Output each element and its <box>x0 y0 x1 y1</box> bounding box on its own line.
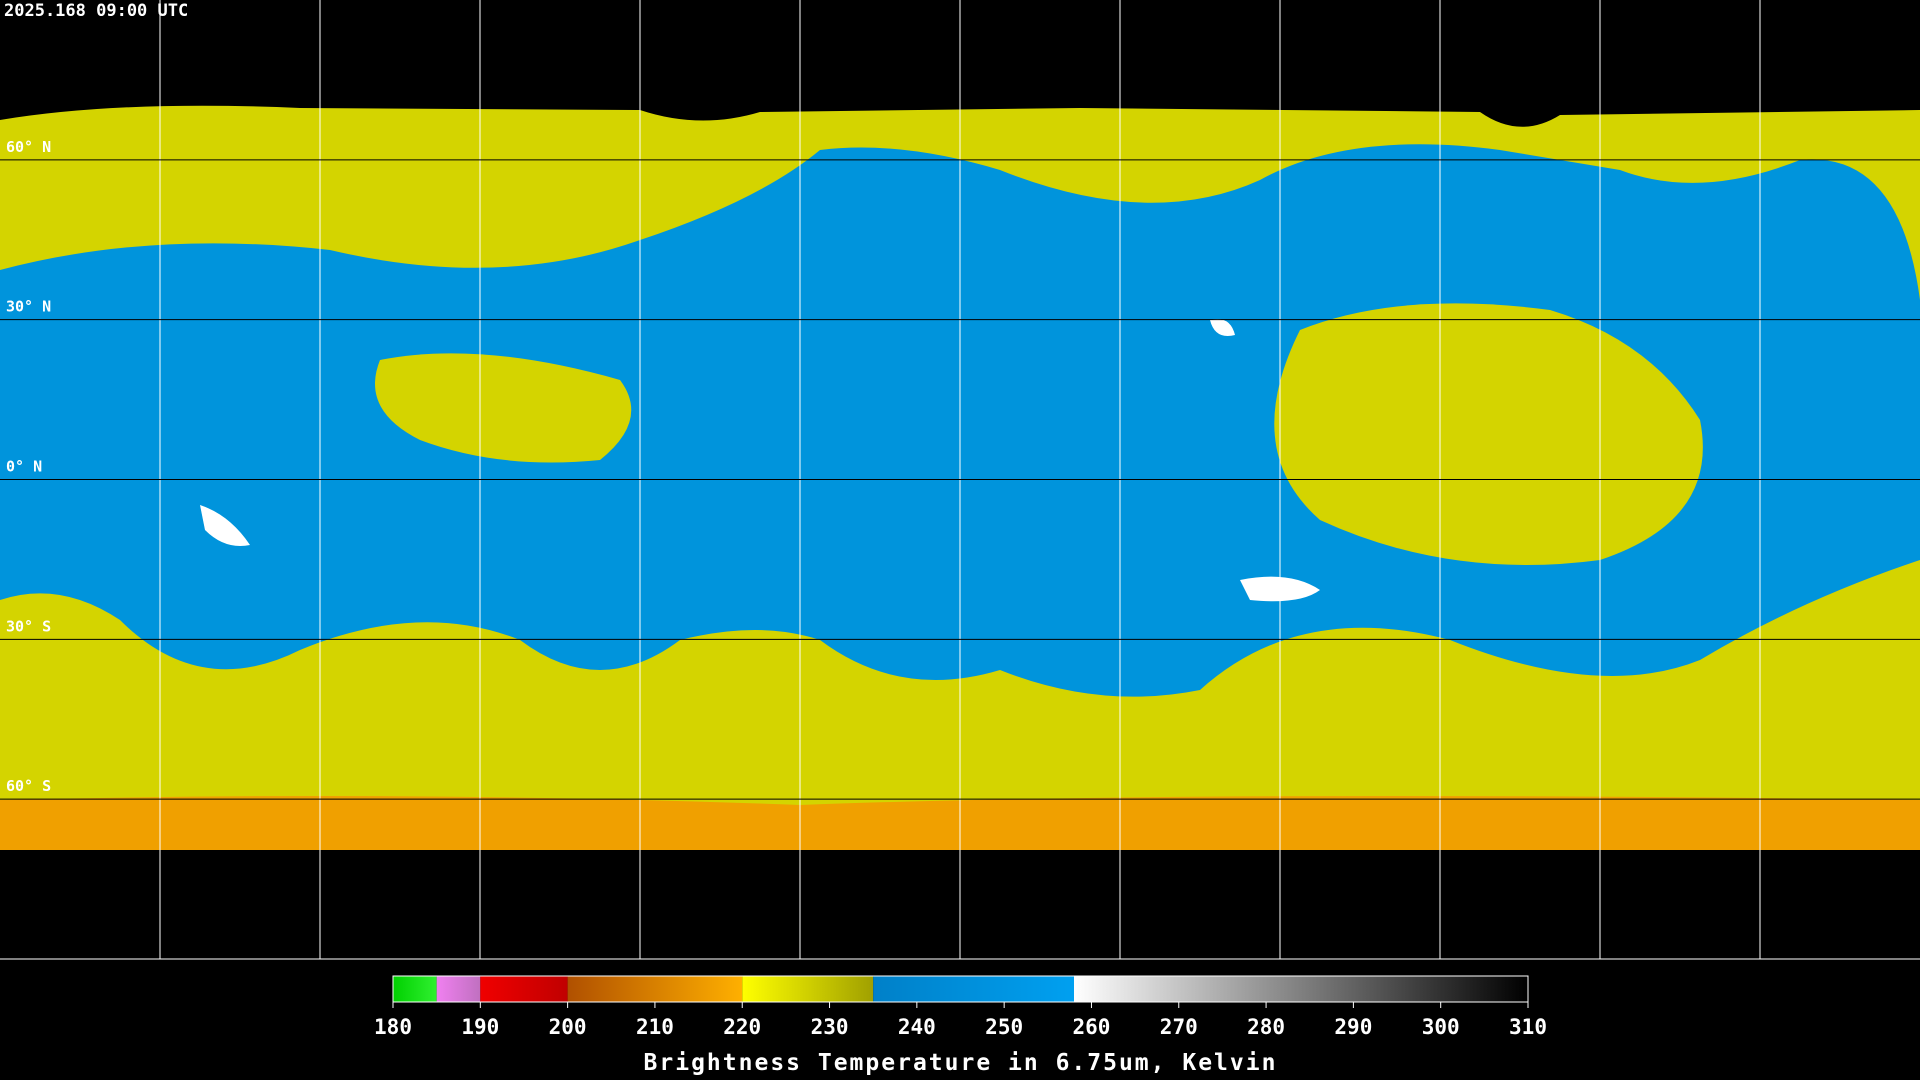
colorbar-tick-label: 230 <box>811 1015 849 1039</box>
colorbar-tick-label: 280 <box>1247 1015 1285 1039</box>
dry-patch <box>1210 319 1235 336</box>
colorbar-segment <box>567 976 743 1002</box>
latitude-label: 30° N <box>6 298 51 316</box>
colorbar-segment <box>393 976 437 1002</box>
latitude-label: 0° N <box>6 458 42 476</box>
colorbar-segment <box>742 976 874 1002</box>
colorbar-frame <box>392 975 1529 1003</box>
colorbar-tick-label: 310 <box>1509 1015 1547 1039</box>
colorbar-tick-label: 270 <box>1160 1015 1198 1039</box>
colorbar-tick-label: 290 <box>1334 1015 1372 1039</box>
colorbar-segment <box>873 976 1074 1002</box>
colorbar-tick-label: 260 <box>1072 1015 1110 1039</box>
colorbar-segment <box>1074 976 1528 1002</box>
colorbar-tick-label: 300 <box>1422 1015 1460 1039</box>
colorbar-tick-label: 240 <box>898 1015 936 1039</box>
colorbar-tick-label: 210 <box>636 1015 674 1039</box>
timestamp: 2025.168 09:00 UTC <box>4 1 188 21</box>
colorbar-tick-label: 250 <box>985 1015 1023 1039</box>
dry-patch <box>200 505 250 546</box>
colorbar-segment <box>480 976 568 1002</box>
colorbar-tick-label: 190 <box>461 1015 499 1039</box>
monsoon-cloud <box>1274 303 1703 565</box>
colorbar-tick-label: 180 <box>374 1015 412 1039</box>
colorbar-tick-label: 220 <box>723 1015 761 1039</box>
latitude-label: 60° S <box>6 777 51 795</box>
latitude-label: 30° S <box>6 617 51 635</box>
colorbar-segment <box>436 976 481 1002</box>
itcz-cloud <box>375 353 632 463</box>
latitude-label: 60° N <box>6 138 51 156</box>
overlay: 60° N 30° N 0° N 30° S 60° S 180 190 200 210 220 2… <box>0 138 1920 1076</box>
colorbar-tick-label: 200 <box>549 1015 587 1039</box>
colorbar-title: Brightness Temperature in 6.75um, Kelvin <box>644 1050 1278 1076</box>
